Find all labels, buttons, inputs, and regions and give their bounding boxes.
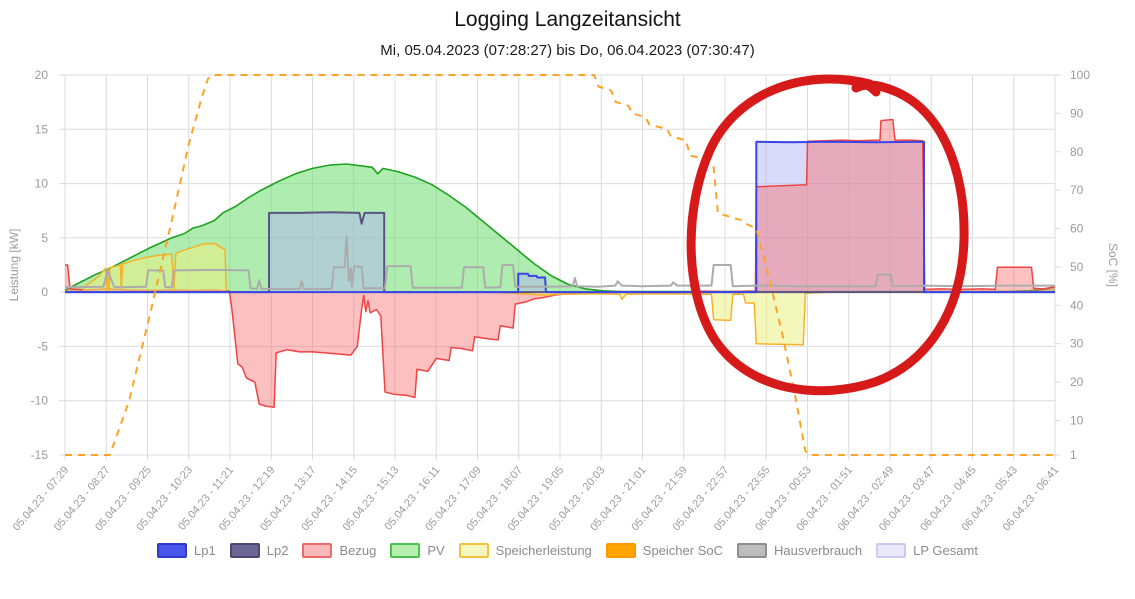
legend-swatch-hausverbrauch xyxy=(737,543,767,558)
y-left-tick-label: 10 xyxy=(35,177,49,191)
legend-swatch-lp-gesamt xyxy=(876,543,907,558)
series-line-lp1 xyxy=(65,140,1055,294)
y-left-tick-label: -15 xyxy=(31,448,49,462)
chart-legend: Lp1 Lp2 Bezug PV Speicherleistung Speicher So… xyxy=(0,543,1135,558)
legend-swatch-lp1 xyxy=(157,543,188,558)
legend-item-speicherleistung[interactable]: Speicherleistung xyxy=(458,543,592,558)
legend-label: Speicher SoC xyxy=(642,543,723,558)
series-line-speicher-soc xyxy=(65,74,1055,456)
legend-item-lp1[interactable]: Lp1 xyxy=(157,543,216,558)
y-right-tick-label: 60 xyxy=(1070,222,1084,236)
legend-label: Speicherleistung xyxy=(495,543,592,558)
annotation-stroke xyxy=(848,76,881,97)
y-left-tick-label: 20 xyxy=(35,68,49,82)
y-right-tick-label: 80 xyxy=(1070,145,1084,159)
legend-item-pv[interactable]: PV xyxy=(390,543,445,558)
page-title: Logging Langzeitansicht xyxy=(454,8,681,31)
legend-item-bezug[interactable]: Bezug xyxy=(302,543,376,558)
annotation-stroke xyxy=(686,74,969,396)
y-right-tick-label: 50 xyxy=(1070,260,1084,274)
legend-swatch-speicher-soc xyxy=(605,543,636,558)
y-left-tick-label: 15 xyxy=(35,122,49,136)
y-right-tick-label: 90 xyxy=(1070,106,1084,120)
y-right-tick-label: 100 xyxy=(1070,68,1090,82)
series-layer xyxy=(64,74,1056,456)
y-left-tick-label: 5 xyxy=(41,231,48,245)
series-area-bezug xyxy=(65,119,1055,408)
axis-labels: 20151050-5-10-15100908070605040302010105… xyxy=(11,68,1091,533)
y-left-tick-label: 0 xyxy=(41,285,48,299)
legend-item-hausverbrauch[interactable]: Hausverbrauch xyxy=(737,543,862,558)
legend-label: Lp2 xyxy=(266,543,289,558)
legend-swatch-lp2 xyxy=(229,543,260,558)
y-axis-left-title: Leistung [kW] xyxy=(7,229,21,302)
y-left-tick-label: -10 xyxy=(31,394,49,408)
y-left-tick-label: -5 xyxy=(37,339,48,353)
y-right-tick-label: 20 xyxy=(1070,375,1084,389)
y-right-tick-label: 10 xyxy=(1070,413,1084,427)
legend-swatch-pv xyxy=(390,543,421,558)
series-line-lp2 xyxy=(65,211,1055,294)
legend-label: Bezug xyxy=(339,543,377,558)
series-line-bezug xyxy=(65,118,1056,408)
y-right-tick-label: 1 xyxy=(1070,448,1077,462)
legend-item-speicher-soc[interactable]: Speicher SoC xyxy=(605,543,723,558)
legend-swatch-speicherleistung xyxy=(458,543,489,558)
legend-item-lp2[interactable]: Lp2 xyxy=(229,543,289,558)
legend-label: LP Gesamt xyxy=(913,543,978,558)
legend-item-lp-gesamt[interactable]: LP Gesamt xyxy=(876,543,978,558)
legend-swatch-bezug xyxy=(302,543,333,558)
legend-label: Hausverbrauch xyxy=(774,543,863,558)
y-right-tick-label: 30 xyxy=(1070,337,1084,351)
legend-label: Lp1 xyxy=(194,543,216,558)
hand-drawn-circle-annotation xyxy=(686,74,969,396)
series-area-lp-gesamt xyxy=(65,141,1055,293)
y-right-tick-label: 70 xyxy=(1070,183,1084,197)
page-subtitle: Mi, 05.04.2023 (07:28:27) bis Do, 06.04.… xyxy=(380,42,755,59)
series-line-hausverbrauch xyxy=(64,234,1055,290)
y-axis-right-title: SoC [%] xyxy=(1106,243,1120,287)
series-line-pv xyxy=(64,163,1056,293)
y-right-tick-label: 40 xyxy=(1070,298,1084,312)
legend-label: PV xyxy=(427,543,445,558)
